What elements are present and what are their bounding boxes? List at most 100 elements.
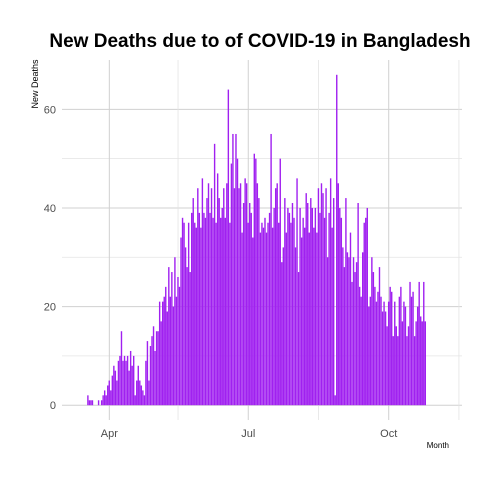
bar — [325, 188, 327, 406]
bar — [100, 400, 103, 406]
bar — [132, 355, 135, 406]
bar — [200, 227, 202, 406]
bar — [97, 400, 100, 406]
x-tick-label: Oct — [380, 428, 397, 440]
bar — [239, 183, 242, 406]
bar — [215, 222, 217, 406]
bar — [336, 74, 338, 406]
bar — [366, 207, 368, 406]
bar — [139, 380, 141, 406]
bar — [171, 272, 173, 406]
bar — [194, 222, 196, 406]
chart-title: New Deaths due to of COVID-19 in Banglad… — [49, 31, 470, 52]
y-tick-label: 60 — [44, 104, 56, 116]
bar — [230, 163, 233, 406]
bar — [258, 198, 260, 406]
bar — [288, 212, 291, 406]
bar — [404, 306, 407, 406]
bar — [363, 222, 365, 406]
bar — [114, 370, 117, 406]
bar — [264, 217, 266, 406]
bar — [220, 217, 222, 406]
bar — [146, 341, 149, 406]
bar — [389, 286, 391, 406]
x-tick-label: Jul — [241, 428, 255, 440]
bar — [317, 188, 320, 406]
bar — [224, 217, 226, 406]
bar — [212, 217, 214, 406]
bar — [119, 355, 121, 406]
bar — [229, 222, 231, 406]
bar — [207, 183, 210, 406]
bar — [140, 385, 143, 406]
bar — [383, 301, 385, 406]
x-axis-label: Month — [427, 441, 449, 450]
bar — [108, 380, 110, 406]
bar — [162, 301, 164, 406]
bar — [169, 296, 172, 406]
bar — [406, 336, 408, 406]
bar — [294, 247, 297, 406]
bar — [242, 203, 245, 406]
bar — [126, 355, 129, 406]
bar — [331, 227, 333, 406]
bar — [137, 365, 139, 406]
y-axis-label: New Deaths — [30, 59, 40, 109]
bar — [297, 272, 300, 406]
bar — [233, 188, 236, 406]
bar — [357, 203, 359, 406]
bar — [343, 267, 346, 406]
bar — [168, 267, 170, 406]
bar — [223, 188, 225, 406]
bar — [247, 222, 249, 406]
bar — [216, 173, 219, 406]
bar — [279, 158, 281, 406]
bar — [351, 281, 353, 406]
bar — [134, 395, 136, 406]
bar — [391, 291, 393, 406]
bar — [316, 232, 318, 406]
bar — [310, 198, 312, 406]
y-tick-label: 20 — [44, 302, 56, 314]
bar — [87, 395, 89, 406]
bar — [88, 400, 91, 406]
bar — [377, 291, 379, 406]
bar — [293, 217, 295, 406]
bar — [129, 350, 132, 406]
bar — [172, 306, 175, 406]
bar — [319, 212, 321, 406]
bar — [123, 355, 126, 406]
bar — [424, 321, 426, 406]
bar — [261, 222, 263, 406]
bar — [110, 390, 112, 406]
bar — [290, 222, 292, 406]
bar — [345, 198, 347, 406]
bar — [349, 232, 352, 406]
bar — [232, 133, 234, 406]
bar — [181, 217, 184, 406]
bar — [412, 291, 414, 406]
bar — [368, 306, 370, 406]
bar — [400, 286, 402, 406]
bar — [259, 232, 262, 406]
bar — [142, 390, 144, 406]
bar — [204, 217, 207, 406]
bar — [381, 311, 384, 406]
bar — [372, 272, 375, 406]
bar — [332, 198, 335, 406]
bar — [416, 306, 419, 406]
bar — [128, 370, 130, 406]
bar — [192, 198, 194, 406]
bar — [191, 212, 193, 406]
y-tick-label: 0 — [50, 400, 56, 412]
bar — [265, 232, 268, 406]
bar — [285, 232, 288, 406]
bar — [136, 380, 138, 406]
bar — [300, 237, 303, 406]
bar — [180, 237, 182, 406]
bar — [187, 222, 190, 406]
bar — [369, 296, 372, 406]
bar — [201, 178, 204, 406]
bar — [245, 183, 248, 406]
bar — [278, 222, 280, 406]
